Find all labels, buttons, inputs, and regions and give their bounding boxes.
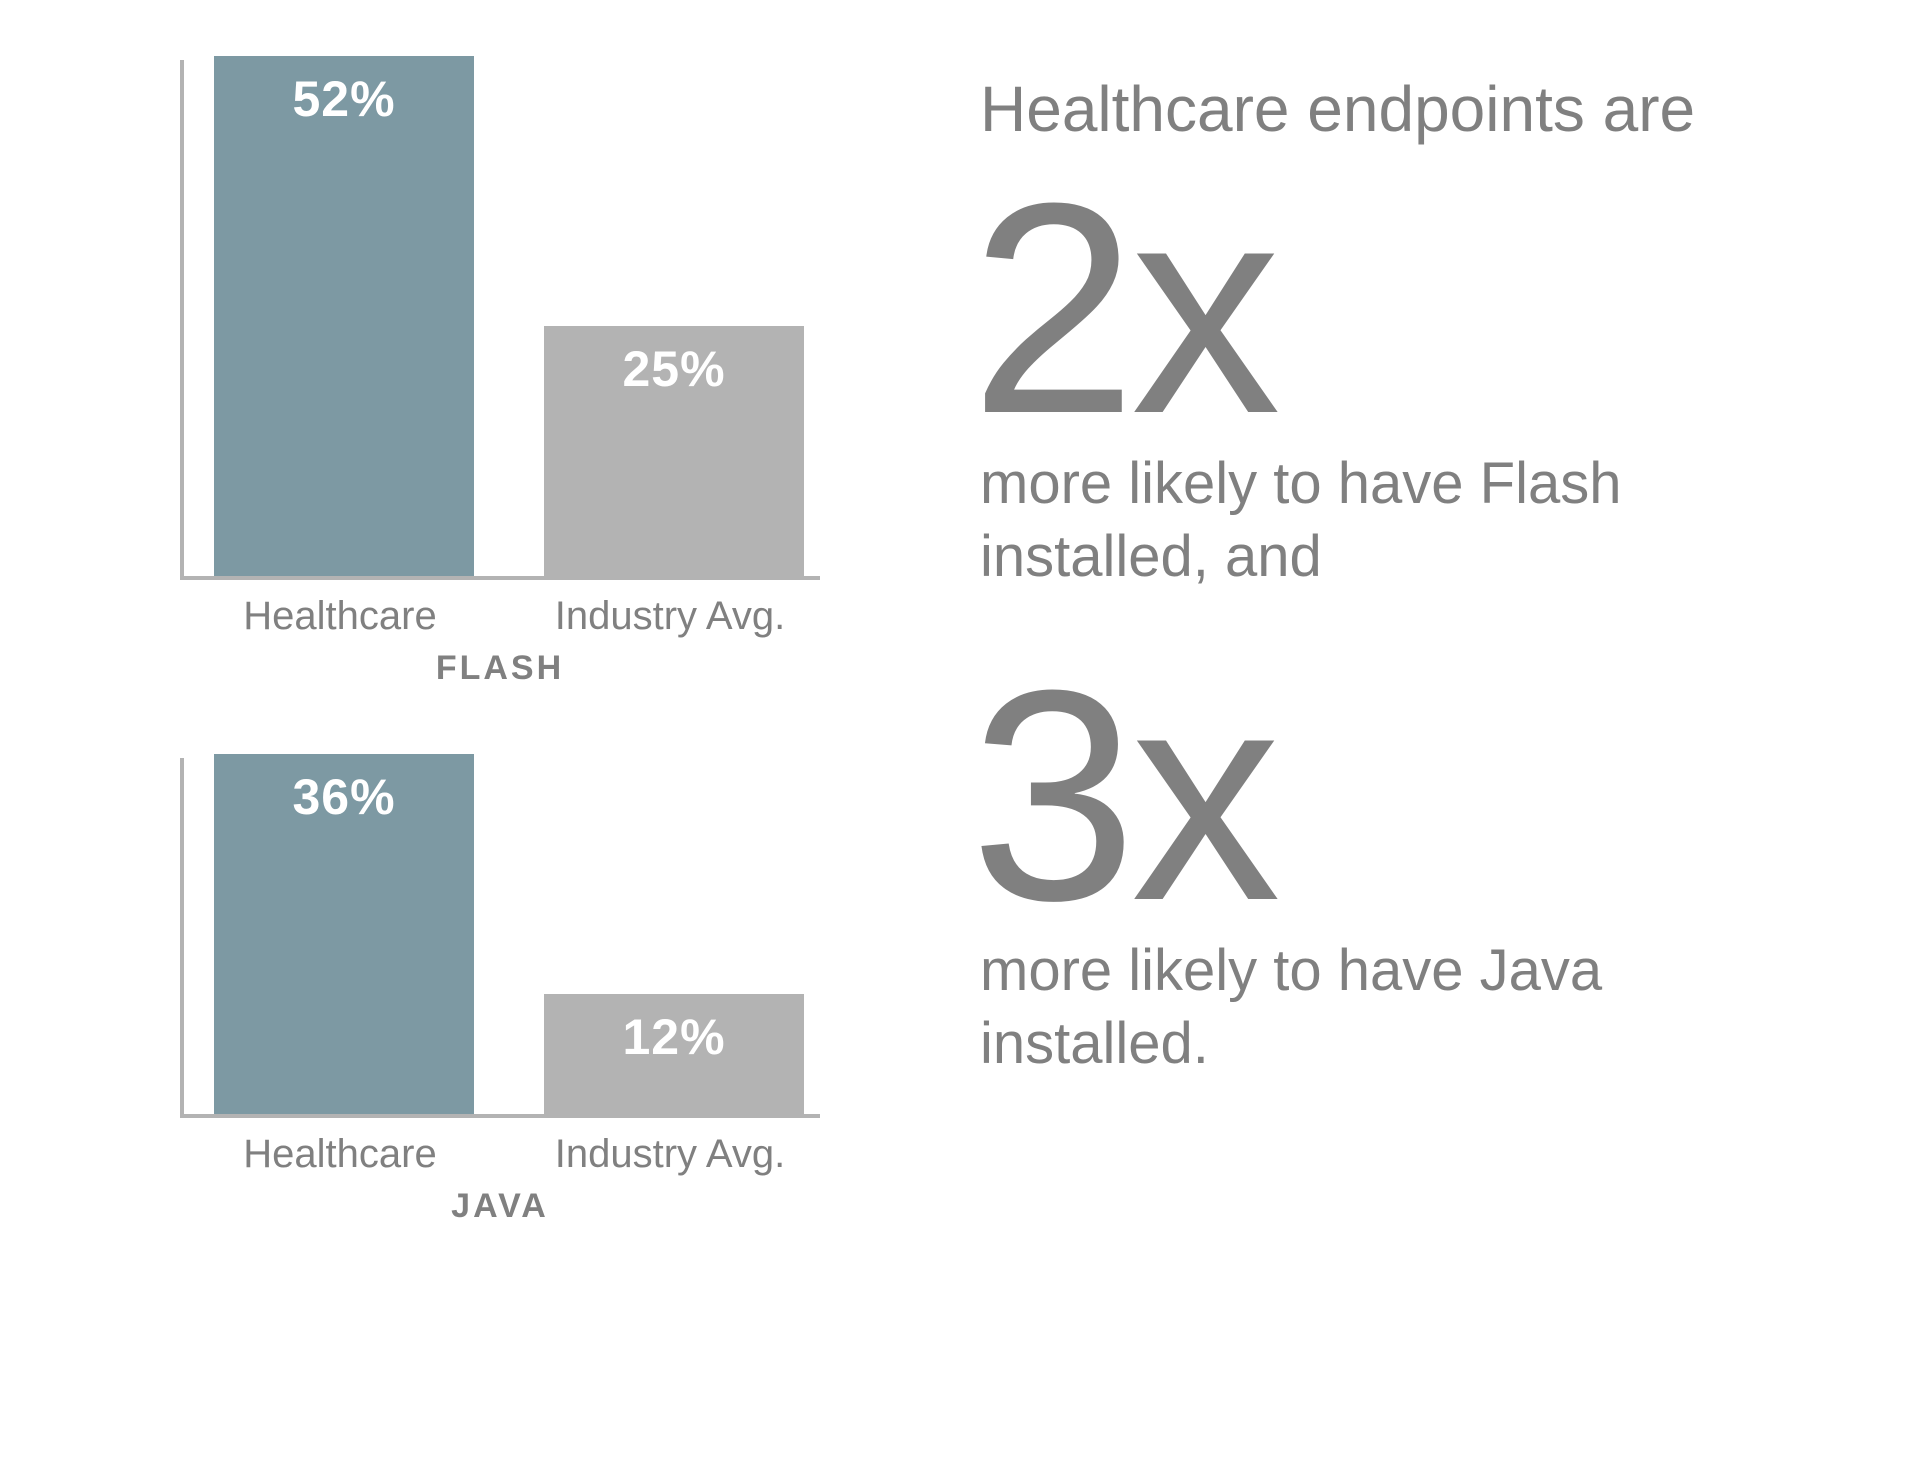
flash-bar-1: 25% (544, 326, 804, 576)
java-chart-area: 36% 12% (180, 758, 820, 1118)
flash-bar-value-1: 25% (544, 340, 804, 398)
flash-chart-area: 52% 25% (180, 60, 820, 580)
java-para: more likely to have Java installed. (980, 935, 1800, 1080)
java-multiplier: 3x (970, 645, 1800, 945)
flash-bar-0: 52% (214, 56, 474, 576)
java-bar-1: 12% (544, 994, 804, 1114)
flash-bar-value-0: 52% (214, 70, 474, 128)
content-row: 52% 25% Healthcare Industry Avg. FLASH 36… (180, 60, 1800, 1226)
java-bars: 36% 12% (184, 754, 820, 1114)
java-bar-value-1: 12% (544, 1008, 804, 1066)
flash-bar-label-1: Industry Avg. (540, 594, 800, 639)
flash-bars: 52% 25% (184, 56, 820, 576)
java-bar-value-0: 36% (214, 768, 474, 826)
flash-para: more likely to have Flash installed, and (980, 448, 1800, 593)
infographic-canvas: 52% 25% Healthcare Industry Avg. FLASH 36… (0, 0, 1920, 1460)
java-bar-0: 36% (214, 754, 474, 1114)
flash-multiplier: 2x (970, 158, 1800, 458)
java-chart-title: JAVA (180, 1187, 820, 1226)
charts-column: 52% 25% Healthcare Industry Avg. FLASH 36… (180, 60, 860, 1226)
java-chart: 36% 12% Healthcare Industry Avg. JAVA (180, 758, 820, 1226)
lead-text: Healthcare endpoints are (980, 70, 1800, 148)
flash-bar-labels: Healthcare Industry Avg. (180, 594, 820, 639)
java-bar-label-1: Industry Avg. (540, 1132, 800, 1177)
flash-chart-title: FLASH (180, 649, 820, 688)
java-bar-label-0: Healthcare (210, 1132, 470, 1177)
text-column: Healthcare endpoints are 2x more likely … (860, 60, 1800, 1080)
java-bar-labels: Healthcare Industry Avg. (180, 1132, 820, 1177)
flash-chart: 52% 25% Healthcare Industry Avg. FLASH (180, 60, 820, 688)
flash-bar-label-0: Healthcare (210, 594, 470, 639)
